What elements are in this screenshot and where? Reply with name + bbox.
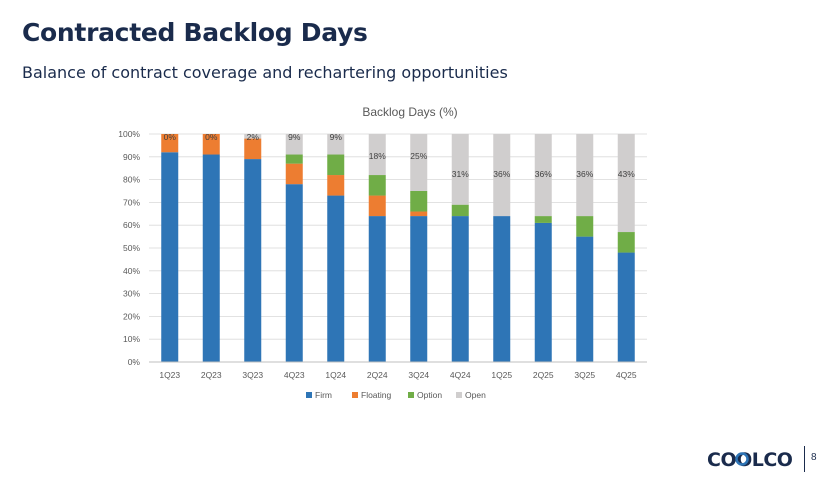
data-label-open-4q24: 31% xyxy=(452,169,469,179)
legend-label-option: Option xyxy=(417,390,442,400)
bar-floating-2q24 xyxy=(368,195,386,217)
bar-firm-1q24 xyxy=(327,195,345,362)
bar-open-2q25 xyxy=(534,134,552,217)
legend-label-open: Open xyxy=(465,390,486,400)
bar-option-1q24 xyxy=(327,154,345,176)
legend-swatch-open xyxy=(456,392,462,398)
data-label-open-1q23: 0% xyxy=(164,132,177,142)
bar-firm-2q24 xyxy=(368,216,386,362)
bar-open-1q25 xyxy=(493,134,511,217)
data-label-open-2q25: 36% xyxy=(535,169,552,179)
x-tick-label: 2Q25 xyxy=(533,370,554,380)
x-tick-label: 1Q25 xyxy=(491,370,512,380)
logo-accent-ring xyxy=(735,452,749,466)
y-tick-label: 80% xyxy=(123,175,140,185)
bar-firm-4q25 xyxy=(617,252,635,362)
bar-open-3q23 xyxy=(244,134,262,139)
bar-option-2q25 xyxy=(534,216,552,223)
bar-option-2q24 xyxy=(368,175,386,196)
bar-firm-2q23 xyxy=(202,154,220,362)
bar-firm-4q23 xyxy=(285,184,303,362)
footer-divider xyxy=(804,446,805,472)
legend-label-floating: Floating xyxy=(361,390,392,400)
logo-text: COOLCO xyxy=(707,449,793,471)
x-tick-label: 1Q24 xyxy=(325,370,346,380)
y-tick-label: 60% xyxy=(123,220,140,230)
data-label-open-2q23: 0% xyxy=(205,132,218,142)
bar-firm-1q25 xyxy=(493,216,511,362)
y-tick-label: 30% xyxy=(123,289,140,299)
legend-swatch-option xyxy=(408,392,414,398)
bar-firm-3q25 xyxy=(576,236,594,362)
y-tick-label: 50% xyxy=(123,243,140,253)
bar-floating-1q24 xyxy=(327,175,345,196)
page-title: Contracted Backlog Days xyxy=(22,18,368,47)
bar-firm-4q24 xyxy=(451,216,469,362)
data-label-open-1q25: 36% xyxy=(493,169,510,179)
data-label-open-3q24: 25% xyxy=(410,151,427,161)
y-tick-label: 20% xyxy=(123,311,140,321)
bar-firm-3q23 xyxy=(244,159,262,362)
bar-open-3q25 xyxy=(576,134,594,217)
bar-open-2q24 xyxy=(368,134,386,176)
data-label-open-3q25: 36% xyxy=(576,169,593,179)
x-tick-label: 4Q24 xyxy=(450,370,471,380)
bar-floating-1q23 xyxy=(161,134,179,153)
bar-option-4q23 xyxy=(285,154,303,164)
x-tick-label: 4Q25 xyxy=(616,370,637,380)
data-label-open-1q24: 9% xyxy=(330,132,343,142)
bar-firm-3q24 xyxy=(410,216,428,362)
legend-label-firm: Firm xyxy=(315,390,332,400)
bar-option-3q25 xyxy=(576,216,594,237)
x-tick-label: 3Q23 xyxy=(242,370,263,380)
y-tick-label: 40% xyxy=(123,266,140,276)
data-label-open-4q25: 43% xyxy=(618,169,635,179)
bar-floating-3q23 xyxy=(244,138,262,160)
y-tick-label: 90% xyxy=(123,152,140,162)
data-label-open-4q23: 9% xyxy=(288,132,301,142)
page-number: 8 xyxy=(811,452,817,463)
y-tick-label: 10% xyxy=(123,334,140,344)
y-tick-label: 0% xyxy=(128,357,141,367)
bar-firm-2q25 xyxy=(534,222,552,362)
y-tick-label: 70% xyxy=(123,197,140,207)
bar-floating-2q23 xyxy=(202,134,220,155)
bar-floating-4q23 xyxy=(285,163,303,185)
bar-open-4q23 xyxy=(285,134,303,155)
chart-title: Backlog Days (%) xyxy=(362,105,457,119)
legend-swatch-floating xyxy=(352,392,358,398)
bar-option-3q24 xyxy=(410,191,428,212)
bar-open-3q24 xyxy=(410,134,428,191)
data-label-open-3q23: 2% xyxy=(247,132,260,142)
coolco-logo: COOLCO xyxy=(707,449,793,471)
bar-firm-1q23 xyxy=(161,152,179,362)
x-tick-label: 4Q23 xyxy=(284,370,305,380)
x-tick-label: 1Q23 xyxy=(159,370,180,380)
bar-option-4q24 xyxy=(451,204,469,217)
bar-open-1q24 xyxy=(327,134,345,155)
x-tick-label: 3Q24 xyxy=(408,370,429,380)
y-tick-label: 100% xyxy=(118,129,140,139)
bar-open-4q25 xyxy=(617,134,635,233)
bar-floating-3q24 xyxy=(410,211,428,217)
x-tick-label: 3Q25 xyxy=(574,370,595,380)
data-label-open-2q24: 18% xyxy=(369,151,386,161)
x-tick-label: 2Q24 xyxy=(367,370,388,380)
bar-open-4q24 xyxy=(451,134,469,205)
legend-swatch-firm xyxy=(306,392,312,398)
bar-option-4q25 xyxy=(617,232,635,253)
x-tick-label: 2Q23 xyxy=(201,370,222,380)
page-subtitle: Balance of contract coverage and rechart… xyxy=(22,63,508,82)
